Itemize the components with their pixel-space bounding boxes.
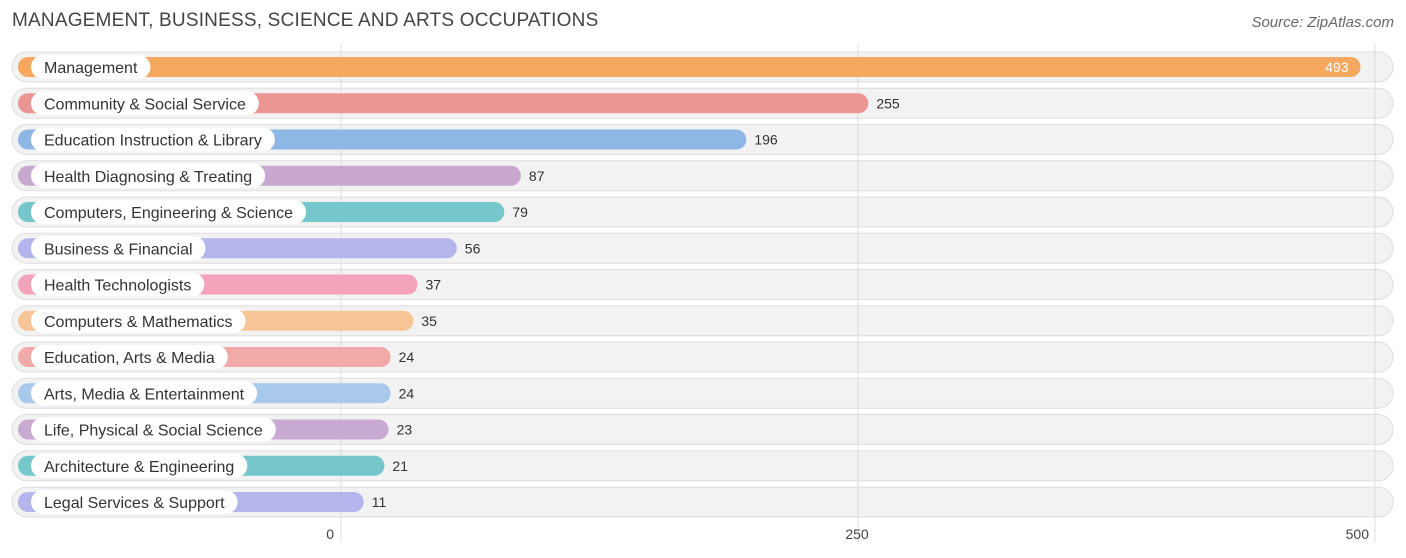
value-label: 35 — [421, 313, 437, 329]
category-label: Education, Arts & Media — [44, 350, 215, 367]
category-label: Management — [44, 60, 138, 77]
value-label: 24 — [399, 385, 415, 401]
category-label: Health Technologists — [44, 278, 191, 295]
category-pill — [31, 453, 248, 478]
value-label: 24 — [399, 349, 415, 365]
category-pill — [31, 308, 246, 333]
value-label: 21 — [392, 458, 408, 474]
category-label: Legal Services & Support — [44, 495, 225, 512]
x-tick-label: 250 — [845, 526, 869, 542]
category-label: Computers & Mathematics — [44, 314, 233, 331]
category-label: Computers, Engineering & Science — [44, 205, 293, 222]
category-pill — [31, 55, 151, 79]
category-label: Life, Physical & Social Science — [44, 423, 263, 440]
category-label: Arts, Media & Entertainment — [44, 386, 245, 403]
x-tick-label: 500 — [1346, 526, 1370, 542]
category-pill — [31, 272, 205, 297]
bar — [18, 57, 1361, 77]
value-label: 11 — [372, 494, 387, 510]
category-pill — [31, 236, 206, 261]
category-label: Education Instruction & Library — [44, 133, 262, 150]
value-label: 37 — [426, 277, 442, 293]
category-pill — [31, 417, 276, 442]
category-pill — [31, 163, 266, 188]
value-label: 255 — [876, 95, 900, 111]
source-note: Source: ZipAtlas.com — [1251, 14, 1394, 31]
category-pill — [31, 490, 238, 514]
value-label: 87 — [529, 168, 545, 184]
value-label: 493 — [1325, 59, 1349, 75]
value-label: 79 — [512, 204, 528, 220]
x-tick-label: 0 — [326, 526, 334, 542]
category-pill — [31, 345, 228, 369]
category-pill — [31, 91, 259, 116]
category-pill — [31, 381, 258, 406]
category-label: Health Diagnosing & Treating — [44, 169, 252, 186]
chart-title: MANAGEMENT, BUSINESS, SCIENCE AND ARTS O… — [12, 10, 599, 31]
category-label: Business & Financial — [44, 241, 193, 258]
category-pill — [31, 200, 307, 224]
value-label: 56 — [465, 240, 481, 256]
category-pill — [31, 127, 275, 152]
category-label: Architecture & Engineering — [44, 459, 234, 476]
category-label: Community & Social Service — [44, 96, 246, 113]
value-label: 23 — [397, 422, 413, 438]
value-label: 196 — [754, 132, 778, 148]
